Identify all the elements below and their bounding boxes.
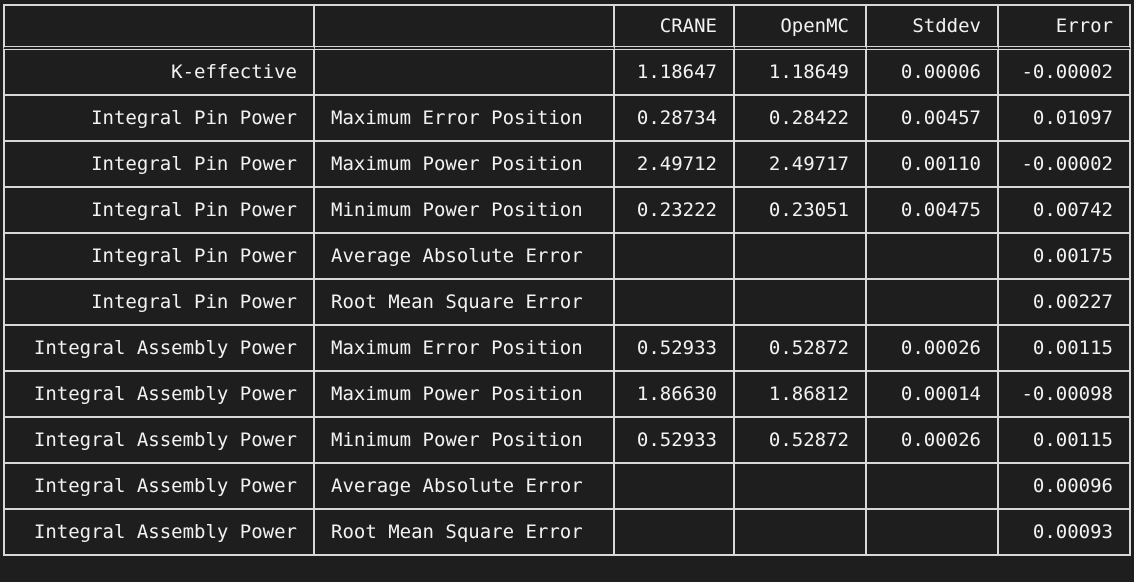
openmc-cell [735,234,867,280]
metric-cell: Maximum Power Position [315,372,615,418]
header-openmc: OpenMC [735,4,867,50]
error-cell: 0.00093 [999,510,1131,556]
crane-cell: 1.18647 [615,50,735,96]
error-cell: -0.00002 [999,142,1131,188]
metric-cell: Average Absolute Error [315,234,615,280]
table-row: Integral Pin Power Average Absolute Error… [3,234,1131,280]
error-cell: 0.00115 [999,418,1131,464]
table-row: Integral Assembly Power Maximum Error Pos… [3,326,1131,372]
openmc-cell: 1.86812 [735,372,867,418]
header-row: CRANE OpenMC Stddev Error [3,4,1131,50]
crane-cell: 1.86630 [615,372,735,418]
openmc-cell [735,280,867,326]
openmc-cell: 0.28422 [735,96,867,142]
metric-cell: Maximum Power Position [315,142,615,188]
quantity-cell: Integral Assembly Power [3,326,315,372]
header-stddev: Stddev [867,4,999,50]
table-row: Integral Pin Power Minimum Power Position… [3,188,1131,234]
crane-cell [615,510,735,556]
quantity-cell: Integral Pin Power [3,188,315,234]
crane-cell [615,464,735,510]
results-table-frame: CRANE OpenMC Stddev Error K-effective 1.1… [3,4,1131,556]
stddev-cell: 0.00026 [867,418,999,464]
crane-cell: 0.23222 [615,188,735,234]
openmc-cell: 0.52872 [735,326,867,372]
openmc-cell: 2.49717 [735,142,867,188]
error-cell: -0.00098 [999,372,1131,418]
header-quantity [3,4,315,50]
error-cell: 0.01097 [999,96,1131,142]
metric-cell [315,50,615,96]
error-cell: 0.00096 [999,464,1131,510]
crane-cell: 0.28734 [615,96,735,142]
stddev-cell [867,510,999,556]
openmc-cell [735,510,867,556]
openmc-cell [735,464,867,510]
openmc-cell: 0.52872 [735,418,867,464]
quantity-cell: Integral Assembly Power [3,418,315,464]
metric-cell: Maximum Error Position [315,326,615,372]
error-cell: 0.00115 [999,326,1131,372]
crane-cell: 0.52933 [615,418,735,464]
header-metric [315,4,615,50]
stddev-cell: 0.00026 [867,326,999,372]
table-row: Integral Assembly Power Root Mean Square … [3,510,1131,556]
crane-cell [615,280,735,326]
quantity-cell: Integral Pin Power [3,142,315,188]
stddev-cell [867,464,999,510]
openmc-cell: 0.23051 [735,188,867,234]
error-cell: 0.00742 [999,188,1131,234]
stddev-cell [867,234,999,280]
quantity-cell: Integral Pin Power [3,280,315,326]
stddev-cell [867,280,999,326]
table-row: Integral Assembly Power Average Absolute … [3,464,1131,510]
table-row: Integral Pin Power Maximum Error Position… [3,96,1131,142]
quantity-cell: Integral Assembly Power [3,464,315,510]
stddev-cell: 0.00006 [867,50,999,96]
error-cell: -0.00002 [999,50,1131,96]
error-cell: 0.00227 [999,280,1131,326]
metric-cell: Root Mean Square Error [315,510,615,556]
metric-cell: Minimum Power Position [315,418,615,464]
table-row: Integral Assembly Power Minimum Power Pos… [3,418,1131,464]
results-table: CRANE OpenMC Stddev Error K-effective 1.1… [3,4,1131,556]
table-row: Integral Pin Power Maximum Power Position… [3,142,1131,188]
stddev-cell: 0.00014 [867,372,999,418]
quantity-cell: Integral Assembly Power [3,372,315,418]
stddev-cell: 0.00457 [867,96,999,142]
crane-cell: 0.52933 [615,326,735,372]
quantity-cell: Integral Pin Power [3,96,315,142]
header-error: Error [999,4,1131,50]
table-row: K-effective 1.18647 1.18649 0.00006 -0.00002 [3,50,1131,96]
crane-cell: 2.49712 [615,142,735,188]
table-row: Integral Pin Power Root Mean Square Error… [3,280,1131,326]
crane-cell [615,234,735,280]
quantity-cell: Integral Assembly Power [3,510,315,556]
error-cell: 0.00175 [999,234,1131,280]
stddev-cell: 0.00475 [867,188,999,234]
metric-cell: Average Absolute Error [315,464,615,510]
stddev-cell: 0.00110 [867,142,999,188]
metric-cell: Minimum Power Position [315,188,615,234]
quantity-cell: Integral Pin Power [3,234,315,280]
metric-cell: Maximum Error Position [315,96,615,142]
metric-cell: Root Mean Square Error [315,280,615,326]
table-row: Integral Assembly Power Maximum Power Pos… [3,372,1131,418]
quantity-cell: K-effective [3,50,315,96]
header-crane: CRANE [615,4,735,50]
openmc-cell: 1.18649 [735,50,867,96]
